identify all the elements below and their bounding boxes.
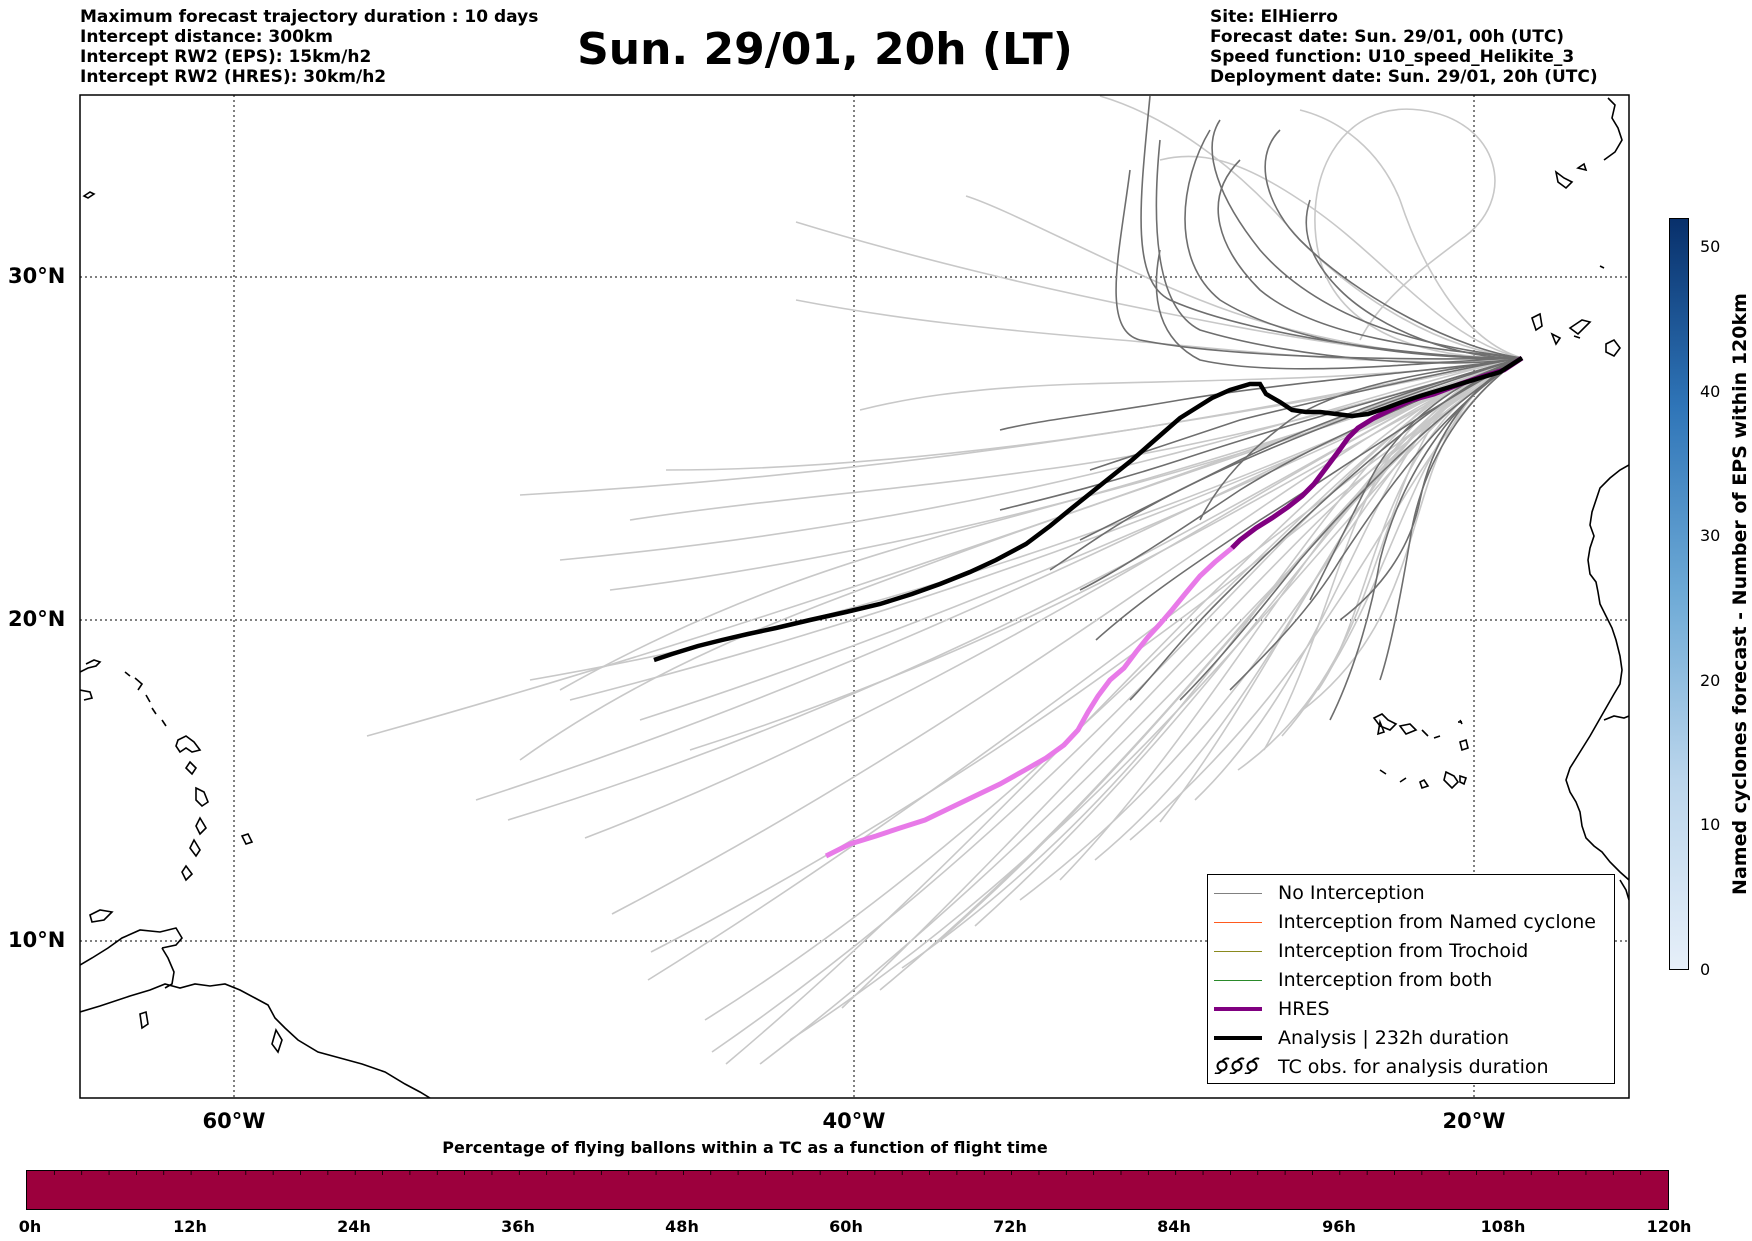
eps-trajectory-no-interception bbox=[1211, 119, 1523, 359]
time-tick: 96h bbox=[1322, 1217, 1356, 1236]
time-tick: 36h bbox=[501, 1217, 535, 1236]
colorbar-tick: 0 bbox=[1700, 960, 1711, 979]
coastlines bbox=[80, 97, 1629, 1098]
legend-item-both: Interception from both bbox=[1214, 966, 1492, 994]
eps-trajectory-no-interception bbox=[1049, 357, 1523, 571]
legend-label: Analysis | 232h duration bbox=[1278, 1027, 1510, 1049]
eps-trajectory-no-interception bbox=[1115, 169, 1523, 360]
param-intercept-distance: Intercept distance: 300km bbox=[80, 27, 333, 47]
time-tick: 48h bbox=[665, 1217, 699, 1236]
site-name: Site: ElHierro bbox=[1210, 7, 1338, 27]
legend-swatch bbox=[1214, 950, 1262, 952]
legend-item-analysis: Analysis | 232h duration bbox=[1214, 1024, 1509, 1052]
time-tick: 24h bbox=[337, 1217, 371, 1236]
eps-trajectory bbox=[1129, 357, 1523, 841]
colorbar-label: Named cyclones forecast - Number of EPS … bbox=[1729, 293, 1751, 895]
legend-swatch bbox=[1214, 921, 1262, 923]
eps-trajectory-no-interception bbox=[1305, 199, 1523, 359]
eps-trajectory-no-interception bbox=[1155, 249, 1523, 370]
param-max-duration: Maximum forecast trajectory duration : 1… bbox=[80, 7, 539, 27]
eps-trajectory-no-interception bbox=[1264, 129, 1523, 359]
deployment-date: Deployment date: Sun. 29/01, 20h (UTC) bbox=[1210, 67, 1598, 87]
time-tick: 120h bbox=[1646, 1217, 1692, 1236]
time-tick: 84h bbox=[1157, 1217, 1191, 1236]
legend-label: No Interception bbox=[1278, 882, 1425, 904]
time-tick: 72h bbox=[993, 1217, 1027, 1236]
eps-trajectory-no-interception bbox=[1184, 129, 1523, 360]
legend-label: TC obs. for analysis duration bbox=[1278, 1056, 1549, 1078]
legend-item-trochoid: Interception from Trochoid bbox=[1214, 937, 1528, 965]
lat-label-10n: 10°N bbox=[8, 928, 66, 952]
lat-label-20n: 20°N bbox=[8, 607, 66, 631]
eps-trajectory-no-interception bbox=[1089, 357, 1523, 471]
colorbar-tick: 40 bbox=[1700, 382, 1721, 401]
cyclone-symbols-icon bbox=[1214, 1056, 1262, 1078]
eps-trajectory-no-interception bbox=[999, 357, 1523, 431]
eps-trajectory-no-interception bbox=[1339, 357, 1523, 621]
eps-trajectory-no-interception bbox=[1129, 357, 1523, 701]
forecast-parameters: Maximum forecast trajectory duration : 1… bbox=[80, 7, 538, 87]
param-rw2-hres: Intercept RW2 (HRES): 30km/h2 bbox=[80, 67, 387, 87]
time-tick: 0h bbox=[18, 1217, 42, 1236]
map-title: Sun. 29/01, 20h (LT) bbox=[577, 24, 1073, 75]
eps-trajectory bbox=[1194, 357, 1523, 801]
lon-label-40w: 40°W bbox=[822, 1109, 886, 1133]
eps-trajectory bbox=[519, 357, 1523, 496]
forecast-date: Forecast date: Sun. 29/01, 00h (UTC) bbox=[1210, 27, 1565, 47]
map-frame bbox=[79, 94, 1630, 1099]
legend-item-no-interception: No Interception bbox=[1214, 879, 1425, 907]
legend-swatch bbox=[1214, 979, 1262, 981]
speed-function: Speed function: U10_speed_Helikite_3 bbox=[1210, 47, 1575, 67]
time-tick: 60h bbox=[829, 1217, 863, 1236]
legend-swatch bbox=[1214, 1036, 1262, 1040]
legend-item-hres: HRES bbox=[1214, 995, 1330, 1023]
legend-item-tc-obs: TC obs. for analysis duration bbox=[1214, 1053, 1549, 1081]
legend-swatch bbox=[1214, 1007, 1262, 1011]
eps-trajectory bbox=[1159, 357, 1523, 823]
legend: No Interception Interception from Named … bbox=[1207, 874, 1615, 1084]
eps-trajectory-no-interception bbox=[1140, 95, 1523, 359]
lon-label-20w: 20°W bbox=[1442, 1109, 1506, 1133]
time-tick: 12h bbox=[173, 1217, 207, 1236]
eps-trajectory bbox=[1299, 109, 1523, 359]
time-percentage-bar bbox=[26, 1170, 1669, 1210]
time-tick: 108h bbox=[1480, 1217, 1526, 1236]
time-bar-caption: Percentage of flying ballons within a TC… bbox=[442, 1138, 1048, 1157]
eps-trajectories-no-interception bbox=[999, 95, 1523, 721]
param-rw2-eps: Intercept RW2 (EPS): 15km/h2 bbox=[80, 47, 372, 67]
colorbar-tick: 10 bbox=[1700, 815, 1721, 834]
eps-trajectory-no-interception bbox=[1229, 357, 1523, 691]
site-info: Site: ElHierro Forecast date: Sun. 29/01… bbox=[1210, 7, 1598, 87]
eps-trajectory bbox=[1317, 357, 1523, 691]
eps-trajectory-no-interception bbox=[1179, 357, 1523, 701]
eps-trajectory-no-interception bbox=[1217, 159, 1523, 359]
analysis-trajectory bbox=[653, 356, 1524, 663]
colorbar-tick: 20 bbox=[1700, 671, 1721, 690]
eps-trajectory bbox=[1159, 155, 1523, 359]
colorbar-tick: 50 bbox=[1700, 237, 1721, 256]
lat-label-30n: 30°N bbox=[8, 264, 66, 288]
eps-colorbar bbox=[1669, 218, 1689, 970]
legend-label: Interception from Trochoid bbox=[1278, 940, 1529, 962]
time-bar-ticks bbox=[53, 1171, 1642, 1175]
legend-label: Interception from Named cyclone bbox=[1278, 911, 1596, 933]
eps-trajectory-no-interception bbox=[999, 357, 1523, 511]
eps-trajectory bbox=[559, 357, 1523, 561]
legend-item-named-cyclone: Interception from Named cyclone bbox=[1214, 908, 1596, 936]
eps-trajectory bbox=[609, 357, 1523, 591]
colorbar-tick: 30 bbox=[1700, 526, 1721, 545]
legend-label: HRES bbox=[1278, 998, 1330, 1020]
legend-label: Interception from both bbox=[1278, 969, 1493, 991]
hres-trajectory-late bbox=[824, 546, 1234, 859]
legend-swatch bbox=[1214, 892, 1262, 894]
lon-label-60w: 60°W bbox=[202, 1109, 266, 1133]
eps-trajectory bbox=[689, 357, 1523, 751]
eps-trajectory bbox=[1019, 357, 1523, 901]
